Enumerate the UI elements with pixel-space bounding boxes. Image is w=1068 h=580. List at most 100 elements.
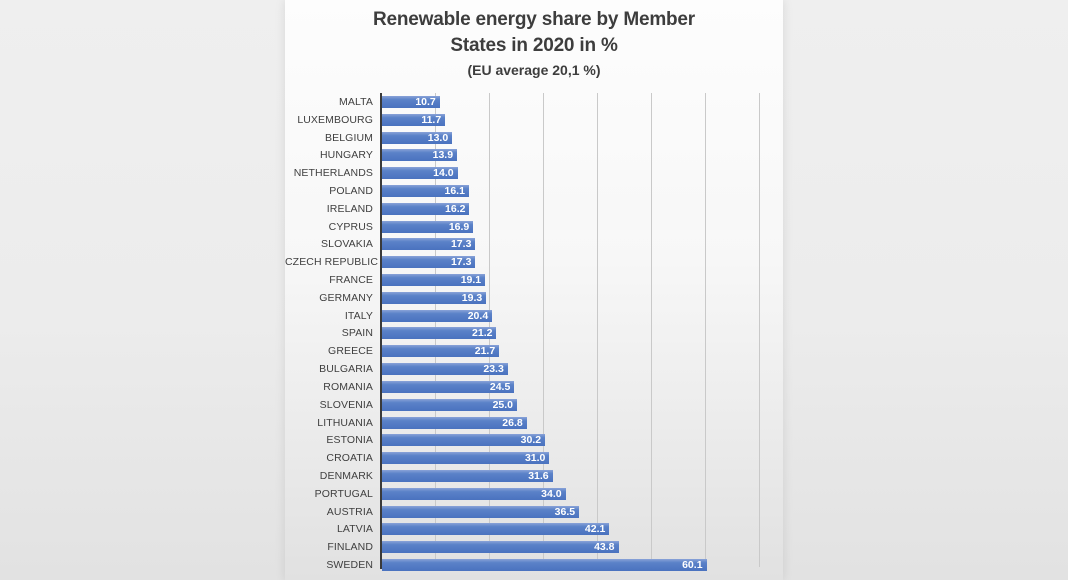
bar-track: 11.7 [381, 111, 759, 129]
value-label: 30.2 [520, 434, 542, 447]
bar-track: 13.9 [381, 146, 759, 164]
category-label: POLAND [329, 184, 373, 197]
value-label: 10.7 [415, 95, 436, 108]
bar: 26.8 [382, 416, 527, 429]
value-label: 16.1 [444, 184, 465, 197]
category-label: LUXEMBOURG [297, 113, 373, 126]
category-label: FRANCE [329, 274, 373, 287]
bar-track: 26.8 [381, 414, 759, 432]
chart-rows: MALTA 10.7 LUXEMBOURG 11.7 BELGIUM 13.0 HUNGAR… [285, 93, 783, 574]
chart-row: PORTUGAL 34.0 [285, 485, 783, 503]
bar: 24.5 [382, 380, 515, 393]
value-label: 31.6 [528, 469, 549, 482]
bar: 31.6 [382, 469, 553, 482]
chart-row: LITHUANIA 26.8 [285, 414, 783, 432]
category-label: ROMANIA [323, 380, 373, 393]
category-label: ITALY [344, 309, 373, 322]
bar: 13.9 [382, 149, 458, 162]
bar-track: 16.2 [381, 200, 759, 218]
value-label: 16.2 [445, 202, 466, 215]
value-label: 14.0 [433, 167, 454, 180]
bar: 20.4 [382, 309, 493, 322]
bar-track: 31.0 [381, 449, 759, 467]
bar: 36.5 [382, 505, 580, 518]
bar: 16.1 [382, 184, 469, 197]
category-label: SPAIN [341, 327, 373, 340]
gridline [651, 93, 652, 567]
category-label: SWEDEN [326, 559, 373, 572]
chart-row: MALTA 10.7 [285, 93, 783, 111]
chart-row: CZECH REPUBLIC 17.3 [285, 253, 783, 271]
bar-track: 34.0 [381, 485, 759, 503]
bar: 25.0 [382, 398, 517, 411]
value-label: 36.5 [554, 505, 576, 518]
value-label: 23.3 [483, 363, 504, 376]
chart-title-line1: Renewable energy share by Member [372, 9, 695, 30]
bar-track: 13.0 [381, 129, 759, 147]
bar-track: 60.1 [381, 556, 759, 574]
chart-row: GREECE 21.7 [285, 342, 783, 360]
category-label: MALTA [339, 95, 373, 108]
bar: 21.7 [382, 345, 500, 358]
category-label: BULGARIA [319, 363, 373, 376]
chart-row: NETHERLANDS 14.0 [285, 164, 783, 182]
value-label: 17.3 [450, 256, 472, 269]
chart-row: DENMARK 31.6 [285, 467, 783, 485]
chart-title: Renewable energy share by Member States … [285, 0, 783, 59]
bar-track: 14.0 [381, 164, 759, 182]
value-label: 11.7 [421, 113, 442, 126]
category-label: PORTUGAL [314, 487, 373, 500]
value-label: 16.9 [448, 220, 470, 233]
bar: 11.7 [382, 113, 446, 126]
bar-track: 42.1 [381, 521, 759, 539]
chart-row: ITALY 20.4 [285, 307, 783, 325]
chart-row: CYPRUS 16.9 [285, 218, 783, 236]
bar-track: 21.7 [381, 342, 759, 360]
value-label: 13.0 [427, 131, 449, 144]
category-label: GERMANY [319, 291, 373, 304]
bar-track: 36.5 [381, 503, 759, 521]
bar: 10.7 [382, 95, 440, 108]
bar: 14.0 [382, 167, 458, 180]
bar: 31.0 [382, 452, 550, 465]
chart-panel: Renewable energy share by Member States … [285, 0, 783, 580]
gridline [597, 93, 598, 567]
value-label: 21.2 [472, 327, 493, 340]
bar: 42.1 [382, 523, 610, 536]
category-label: IRELAND [326, 202, 373, 215]
value-label: 25.0 [492, 398, 513, 411]
value-label: 34.0 [541, 487, 562, 500]
chart-subtitle: (EU average 20,1 %) [467, 62, 601, 78]
gridline [705, 93, 706, 567]
value-label: 31.0 [524, 452, 546, 465]
bar: 13.0 [382, 131, 453, 144]
chart-row: ESTONIA 30.2 [285, 431, 783, 449]
bar: 16.9 [382, 220, 474, 233]
bar: 17.3 [382, 256, 476, 269]
category-label: HUNGARY [319, 149, 373, 162]
bar-track: 19.1 [381, 271, 759, 289]
chart-row: BULGARIA 23.3 [285, 360, 783, 378]
chart-row: GERMANY 19.3 [285, 289, 783, 307]
value-label: 17.3 [450, 238, 472, 251]
value-label: 21.7 [474, 345, 496, 358]
bar-track: 24.5 [381, 378, 759, 396]
value-label: 19.3 [461, 291, 483, 304]
category-label: GREECE [328, 345, 373, 358]
category-label: DENMARK [319, 469, 373, 482]
category-label: ESTONIA [326, 434, 373, 447]
bar-track: 25.0 [381, 396, 759, 414]
chart-row: SWEDEN 60.1 [285, 556, 783, 574]
bar-track: 43.8 [381, 538, 759, 556]
bar-track: 30.2 [381, 431, 759, 449]
category-label: SLOVENIA [319, 398, 373, 411]
value-label: 43.8 [594, 541, 615, 554]
bar-chart: MALTA 10.7 LUXEMBOURG 11.7 BELGIUM 13.0 HUNGAR… [285, 93, 783, 574]
bar: 23.3 [382, 363, 508, 376]
category-label: SLOVAKIA [321, 238, 373, 251]
category-label: CZECH REPUBLIC [285, 256, 378, 269]
chart-row: LUXEMBOURG 11.7 [285, 111, 783, 129]
chart-row: SLOVAKIA 17.3 [285, 236, 783, 254]
bar-track: 17.3 [381, 253, 759, 271]
chart-row: FRANCE 19.1 [285, 271, 783, 289]
